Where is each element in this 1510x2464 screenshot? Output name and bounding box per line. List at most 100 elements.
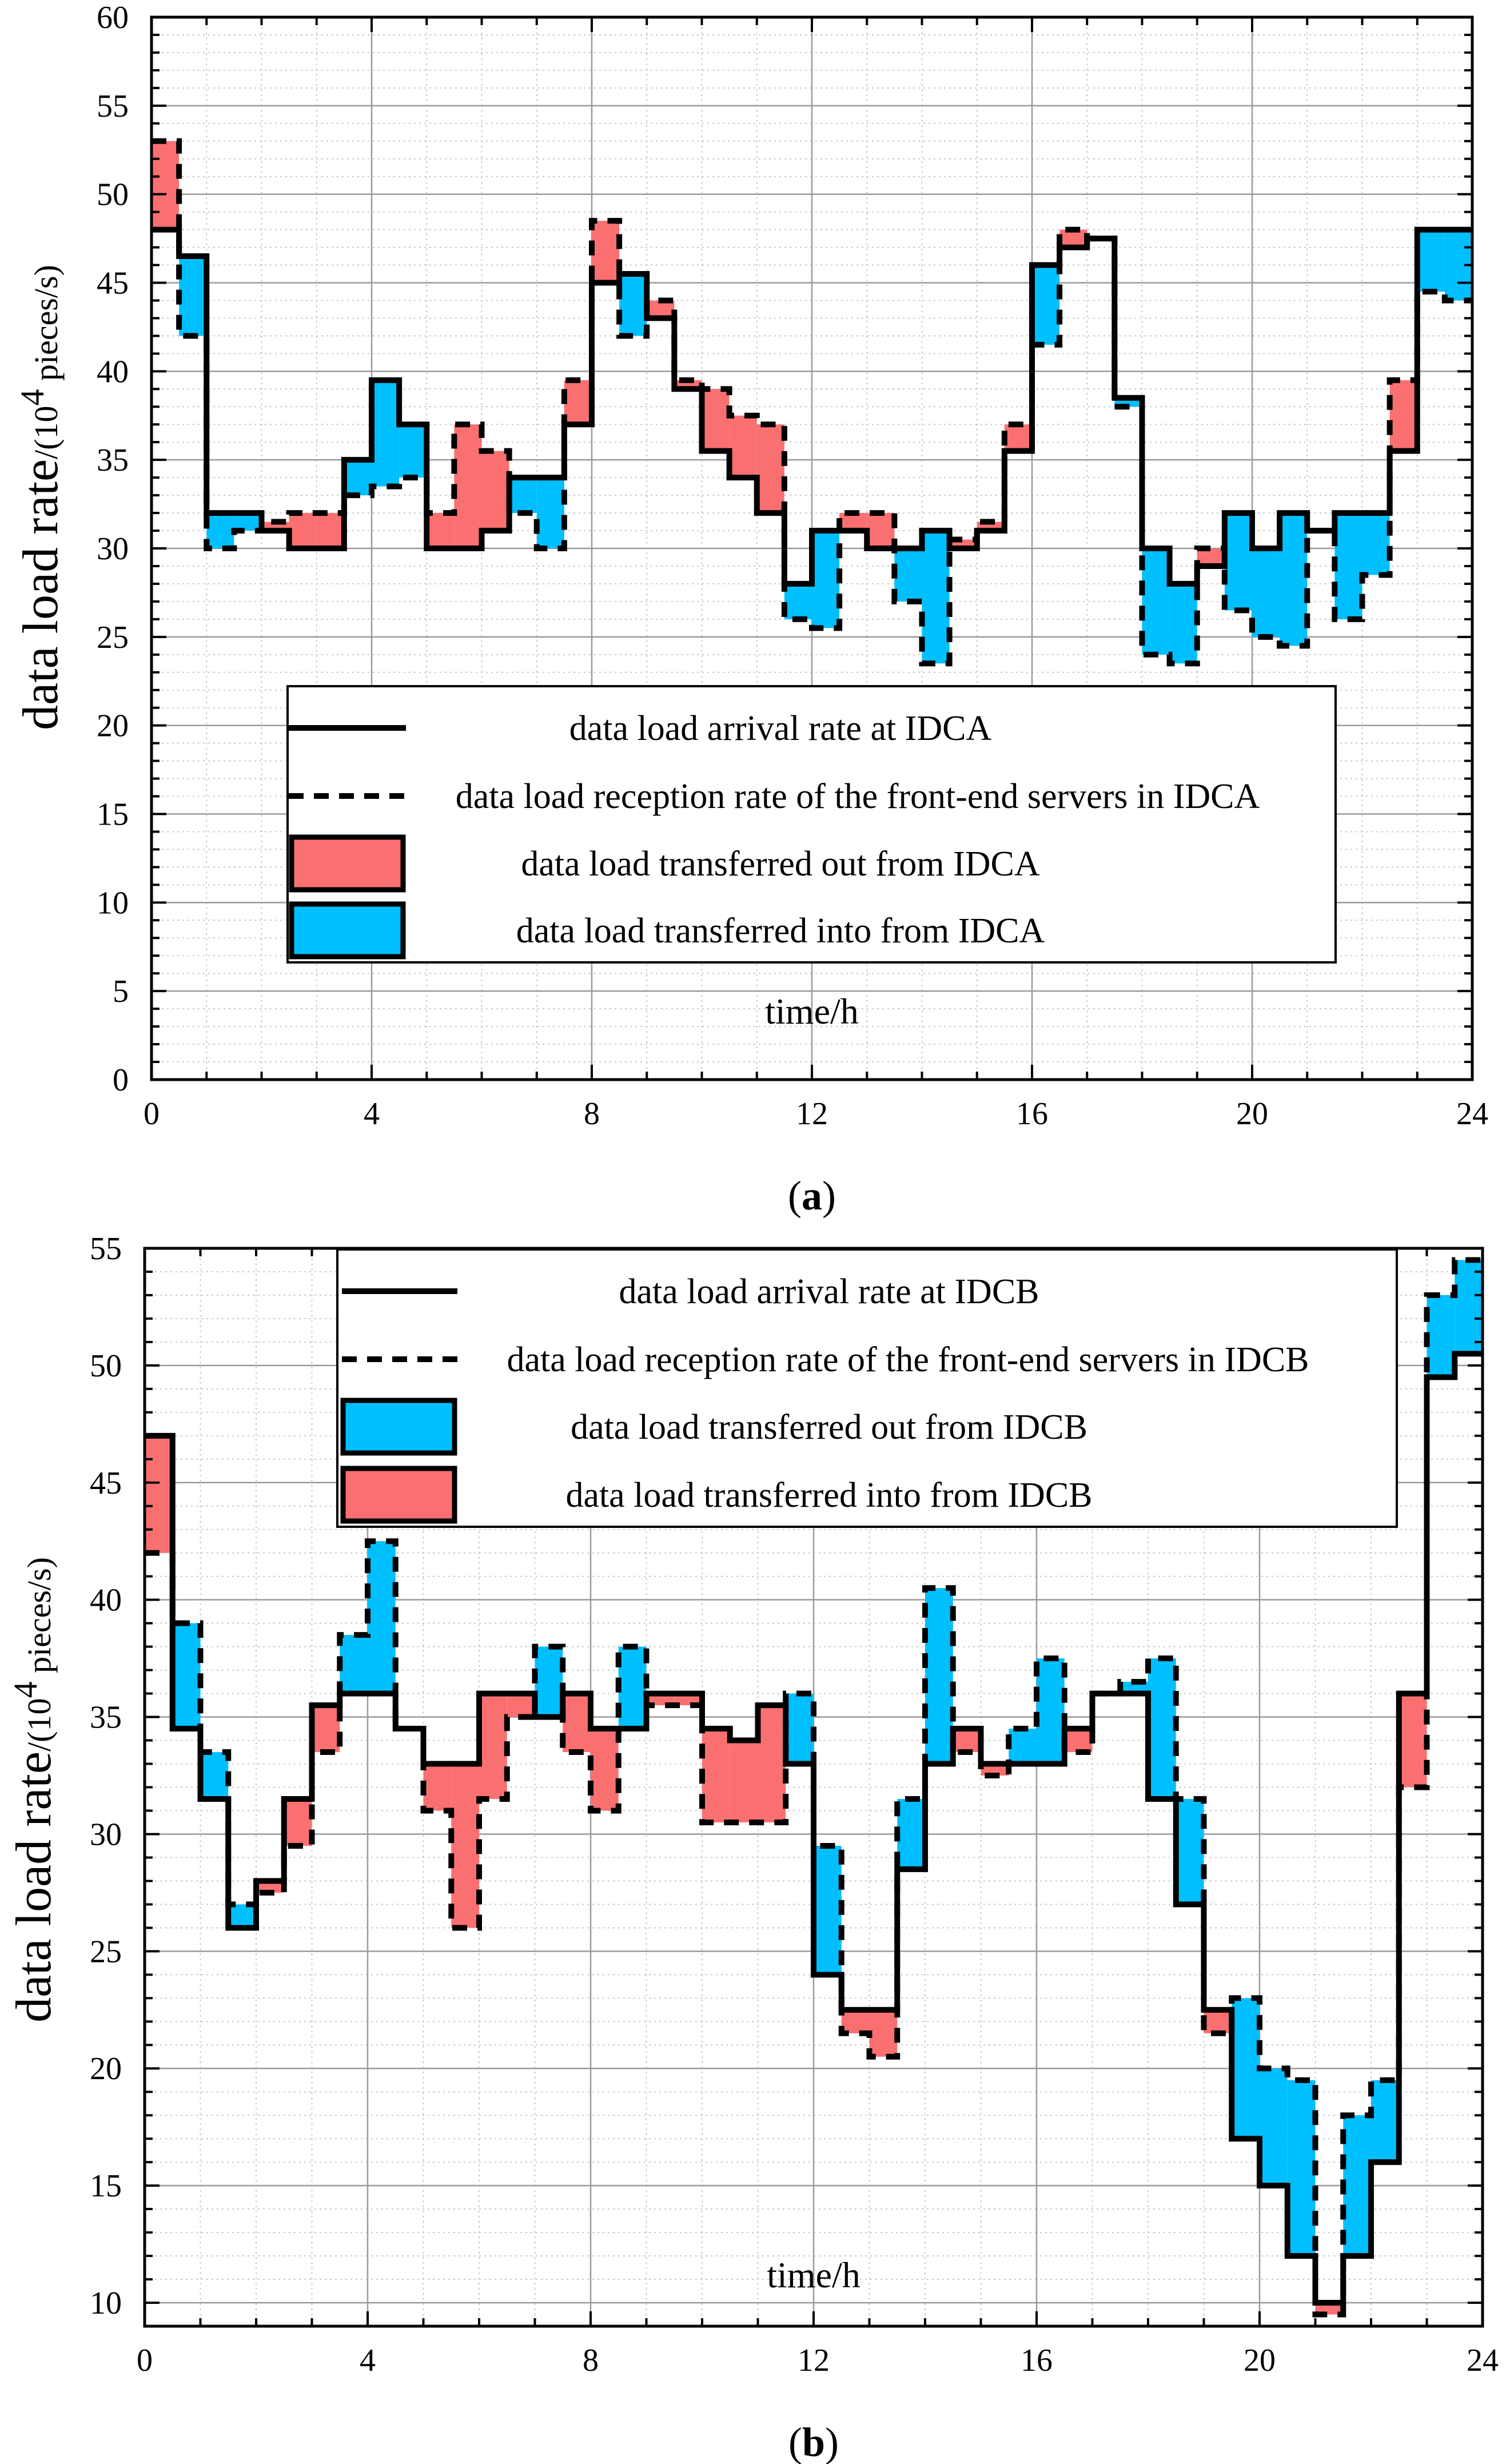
y-tick-label: 50: [90, 1348, 122, 1384]
transfer-bar: [206, 513, 234, 548]
transfer-bar: [674, 1693, 702, 1706]
transfer-bar: [1343, 2115, 1371, 2256]
transfer-bar: [1009, 1729, 1037, 1764]
transfer-bar: [730, 1740, 758, 1822]
x-tick-label: 24: [1467, 2343, 1499, 2378]
transfer-bar: [981, 1764, 1009, 1776]
transfer-bar: [423, 1764, 452, 1811]
transfer-bar: [228, 1904, 256, 1928]
transfer-bar: [1232, 1998, 1260, 2139]
y-tick-label: 45: [97, 266, 129, 301]
legend-swatch-blue: [289, 901, 406, 960]
legend-swatch-red: [289, 834, 406, 893]
transfer-bar: [784, 583, 812, 619]
transfer-bar: [152, 141, 180, 230]
transfer-bar: [592, 221, 620, 283]
transfer-bar: [509, 477, 537, 514]
transfer-bar: [1427, 1295, 1455, 1378]
y-axis-label-unit: /(10: [27, 406, 65, 459]
y-axis-label: data load rate/(104 pieces/s): [6, 1557, 62, 2023]
transfer-bar: [172, 1623, 201, 1729]
y-tick-label: 30: [97, 531, 129, 567]
y-axis-label-exponent: 4: [7, 1682, 44, 1698]
transfer-bar: [756, 424, 784, 514]
transfer-bar: [1362, 513, 1390, 575]
transfer-bar: [729, 415, 757, 478]
y-tick-label: 25: [90, 1934, 122, 1969]
chart-panel-b: 0 4 8 12 16 20 24 10 15 20 25 30 35 40 45 50 55 time/h dat…: [6, 1231, 1499, 2464]
transfer-bar: [1224, 513, 1252, 611]
legend-swatch-blue: [340, 1398, 457, 1456]
transfer-bar: [481, 451, 509, 531]
transfer-bar: [399, 424, 427, 478]
reception-rate-line: [145, 1257, 1483, 2318]
legend-label: data load reception rate of the front-en…: [507, 1340, 1309, 1379]
legend-label: data load reception rate of the front-en…: [456, 777, 1260, 816]
y-axis-label-main: data load rate: [6, 1752, 62, 2023]
panel-label-open: (: [788, 2419, 802, 2464]
panel-label: (a): [788, 1173, 836, 1219]
transfer-fills: [152, 141, 1472, 664]
transfer-bar: [841, 2009, 870, 2033]
transfer-bar: [368, 1541, 396, 1694]
legend-label: data load transferred out from IDCA: [521, 845, 1040, 883]
transfer-bar: [869, 2009, 898, 2057]
transfer-bar: [1176, 1798, 1204, 1905]
y-tick-label: 15: [90, 2168, 122, 2204]
transfer-bar: [344, 460, 372, 496]
transfer-bar: [839, 513, 867, 531]
transfer-bar: [894, 548, 922, 602]
axis-ticks: [150, 16, 1473, 1081]
y-tick-label: 10: [90, 2286, 122, 2321]
legend-label: data load transferred into from IDCB: [565, 1476, 1092, 1515]
chart-panel-a: 0 4 8 12 16 20 24 0 5 10 15 20 25 30 35 40 45 50 55 60 time/…: [13, 0, 1488, 1219]
y-tick-label: 40: [90, 1583, 122, 1618]
y-axis-label-main: data load rate: [13, 459, 69, 730]
panel-label: (b): [788, 2419, 839, 2464]
y-tick-label: 20: [97, 708, 129, 744]
transfer-bar: [1371, 2080, 1399, 2163]
legend-box: [286, 685, 1337, 964]
transfer-bar: [507, 1693, 535, 1717]
y-axis-label-unit-suffix: pieces/s): [27, 265, 65, 389]
legend-box: [336, 1248, 1398, 1528]
transfer-bar: [427, 513, 455, 548]
transfer-bar: [702, 1729, 730, 1822]
legend-label: data load arrival rate at IDCA: [569, 709, 992, 748]
x-tick-label: 24: [1456, 1096, 1488, 1132]
y-tick-label: 30: [90, 1817, 122, 1852]
transfer-bar: [1004, 424, 1032, 451]
transfer-bar: [200, 1752, 229, 1799]
transfer-bar: [1148, 1658, 1176, 1799]
transfer-bar: [618, 1646, 647, 1729]
transfer-bar: [234, 513, 262, 531]
transfer-bar: [1287, 2080, 1316, 2256]
panel-label-close: ): [822, 1173, 836, 1219]
x-axis-label: time/h: [767, 2255, 860, 2295]
transfer-bar: [284, 1798, 312, 1846]
x-axis-label: time/h: [765, 991, 859, 1032]
x-tick-label: 16: [1016, 1096, 1048, 1132]
x-tick-label: 12: [798, 2343, 830, 2378]
x-tick-label: 4: [360, 2343, 376, 2378]
y-tick-label: 40: [97, 354, 129, 389]
transfer-bar: [289, 513, 317, 548]
panel-label-open: (: [788, 1173, 802, 1219]
transfer-bar: [922, 531, 950, 664]
y-tick-label: 5: [113, 974, 129, 1009]
transfer-bar: [925, 1588, 953, 1764]
x-tick-label: 8: [583, 2343, 599, 2378]
transfer-bar: [646, 1693, 675, 1706]
reception-rate-line: [152, 138, 1472, 667]
transfer-bar: [563, 1693, 591, 1753]
transfer-bar: [1252, 548, 1280, 637]
transfer-bar: [479, 1693, 507, 1799]
transfer-bar: [179, 256, 207, 336]
transfer-bar: [1169, 583, 1197, 664]
panel-label-letter: a: [802, 1173, 822, 1219]
transfer-bar: [1417, 229, 1445, 292]
x-tick-label: 0: [144, 1096, 160, 1132]
transfer-bar: [454, 424, 482, 548]
transfer-bar: [372, 380, 400, 487]
